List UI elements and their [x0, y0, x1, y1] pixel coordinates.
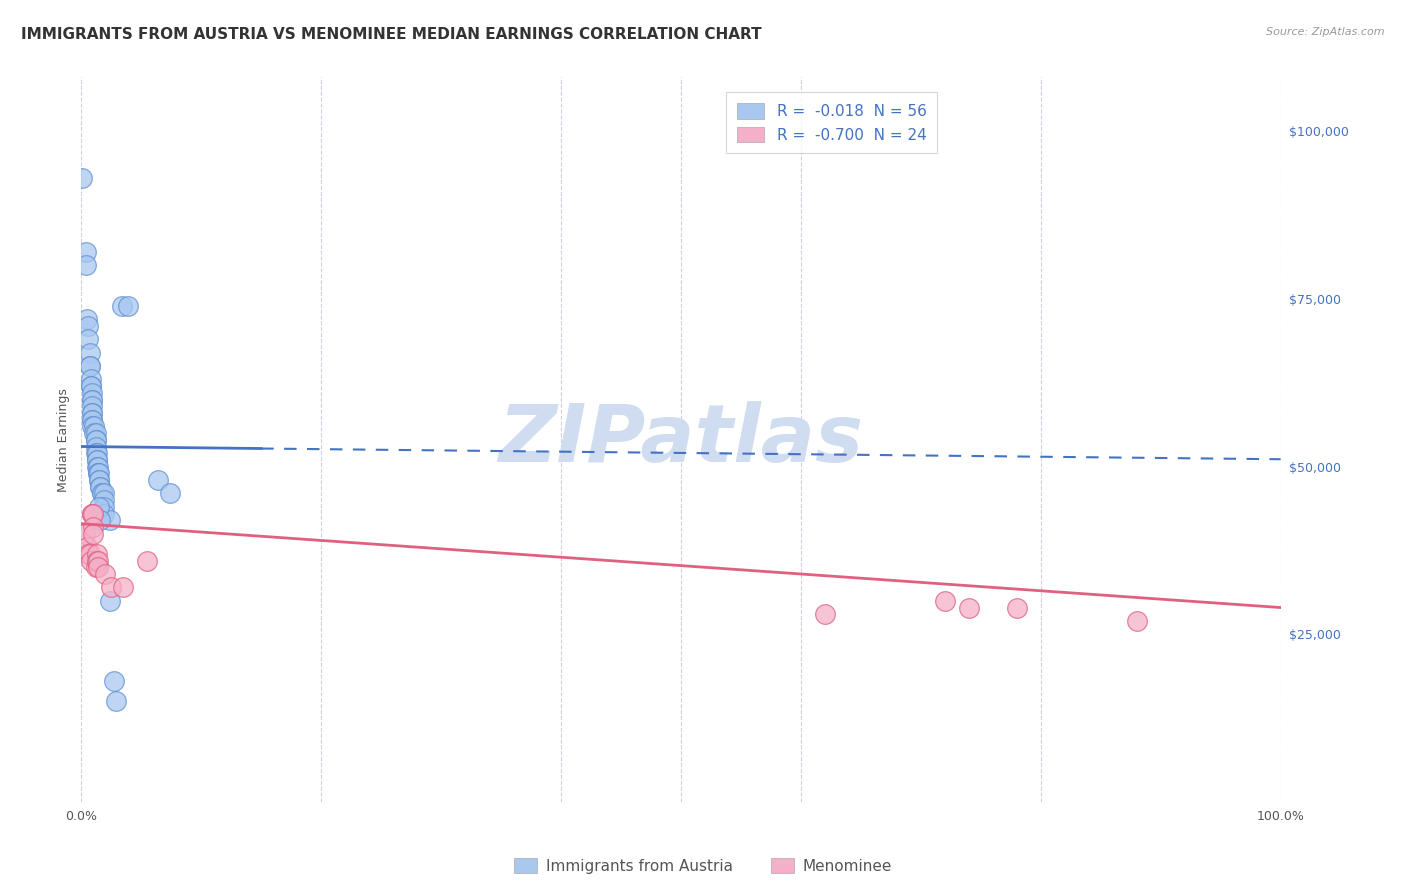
- Point: [77, 547, 100, 561]
- Point: [76, 312, 98, 326]
- Point: [159, 486, 181, 500]
- Point: [80, 385, 103, 400]
- Point: [814, 607, 837, 622]
- Point: [80, 379, 103, 393]
- Point: [77, 318, 100, 333]
- Point: [98, 513, 121, 527]
- Point: [82, 507, 104, 521]
- Point: [83, 419, 105, 434]
- Point: [80, 507, 103, 521]
- Text: Source: ZipAtlas.com: Source: ZipAtlas.com: [1267, 27, 1385, 37]
- Legend: R =  -0.018  N = 56, R =  -0.700  N = 24: R = -0.018 N = 56, R = -0.700 N = 24: [725, 93, 938, 153]
- Point: [93, 486, 115, 500]
- Point: [136, 553, 159, 567]
- Point: [89, 480, 111, 494]
- Point: [98, 594, 121, 608]
- Point: [86, 553, 108, 567]
- Point: [87, 467, 110, 481]
- Point: [86, 453, 108, 467]
- Point: [86, 446, 108, 460]
- Point: [80, 507, 103, 521]
- Point: [94, 566, 117, 581]
- Point: [80, 392, 103, 407]
- Point: [957, 600, 980, 615]
- Point: [79, 345, 101, 359]
- Point: [82, 526, 104, 541]
- Point: [87, 467, 110, 481]
- Point: [80, 392, 103, 407]
- Point: [112, 581, 135, 595]
- Point: [79, 359, 101, 373]
- Point: [79, 547, 101, 561]
- Point: [84, 560, 107, 574]
- Point: [84, 446, 107, 460]
- Point: [86, 547, 108, 561]
- Point: [93, 507, 115, 521]
- Point: [1005, 600, 1028, 615]
- Point: [111, 299, 134, 313]
- Point: [89, 480, 111, 494]
- Point: [75, 258, 97, 272]
- Point: [89, 467, 111, 481]
- Y-axis label: Median Earnings: Median Earnings: [58, 388, 70, 491]
- Point: [146, 473, 169, 487]
- Point: [89, 473, 111, 487]
- Point: [82, 520, 104, 534]
- Point: [86, 453, 108, 467]
- Point: [86, 459, 108, 474]
- Point: [80, 553, 103, 567]
- Point: [84, 440, 107, 454]
- Point: [117, 299, 139, 313]
- Point: [90, 486, 112, 500]
- Point: [93, 493, 115, 508]
- Point: [72, 171, 94, 186]
- Point: [84, 433, 107, 447]
- Point: [73, 526, 96, 541]
- Point: [84, 433, 107, 447]
- Point: [77, 332, 100, 346]
- Point: [89, 473, 111, 487]
- Point: [80, 412, 103, 426]
- Point: [83, 426, 105, 441]
- Point: [87, 553, 110, 567]
- Point: [89, 500, 111, 514]
- Text: IMMIGRANTS FROM AUSTRIA VS MENOMINEE MEDIAN EARNINGS CORRELATION CHART: IMMIGRANTS FROM AUSTRIA VS MENOMINEE MED…: [21, 27, 762, 42]
- Text: ZIPatlas: ZIPatlas: [499, 401, 863, 479]
- Point: [80, 372, 103, 386]
- Point: [80, 406, 103, 420]
- Point: [80, 406, 103, 420]
- Point: [90, 486, 112, 500]
- Point: [80, 379, 103, 393]
- Point: [80, 399, 103, 413]
- Point: [76, 540, 98, 554]
- Point: [75, 244, 97, 259]
- Point: [100, 581, 122, 595]
- Point: [93, 500, 115, 514]
- Point: [80, 419, 103, 434]
- Point: [103, 674, 125, 689]
- Legend: Immigrants from Austria, Menominee: Immigrants from Austria, Menominee: [508, 852, 898, 880]
- Point: [84, 426, 107, 441]
- Point: [79, 359, 101, 373]
- Point: [80, 412, 103, 426]
- Point: [87, 560, 110, 574]
- Point: [87, 459, 110, 474]
- Point: [934, 594, 956, 608]
- Point: [105, 694, 128, 708]
- Point: [89, 513, 111, 527]
- Point: [1125, 614, 1147, 628]
